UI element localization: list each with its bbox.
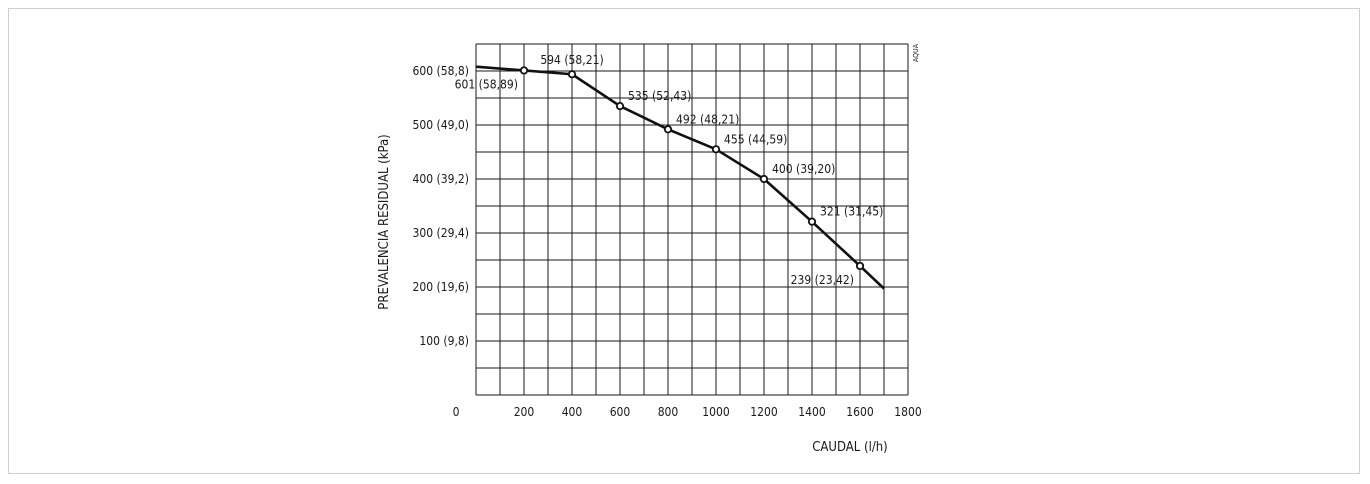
label-layer: 601 (58,89) 594 (58,21) 535 (52,43) 492 (48… [455, 53, 884, 287]
data-label: 239 (23,42) [791, 273, 854, 287]
x-tick-label: 400 [562, 405, 583, 419]
axis-layer: 0 200 400 600 800 1000 1200 1400 1600 1800 100 (9,… [413, 64, 922, 419]
x-tick-label: 600 [610, 405, 631, 419]
figure-frame [8, 8, 1360, 474]
chart-grid [475, 43, 909, 396]
data-label: 455 (44,59) [724, 132, 787, 146]
y-axis-title: PREVALENCIA RESIDUAL (kPa) [377, 134, 392, 309]
data-label: 535 (52,43) [628, 89, 691, 103]
data-point-marker [567, 70, 577, 79]
y-tick-label: 100 (9,8) [419, 334, 469, 348]
x-tick-label: 1600 [846, 405, 874, 419]
corner-label: AQUA [912, 43, 920, 62]
y-tick-label: 600 (58,8) [413, 64, 469, 78]
data-label: 492 (48,21) [676, 112, 739, 126]
data-point-marker [807, 217, 817, 226]
curve-layer [475, 65, 885, 290]
x-tick-label: 1000 [702, 405, 730, 419]
x-tick-label: 1800 [894, 405, 922, 419]
data-point-marker [663, 125, 673, 134]
data-label: 321 (31,45) [820, 205, 883, 219]
data-point-marker [759, 174, 769, 184]
data-point-marker [711, 145, 721, 154]
x-tick-label: 1200 [750, 405, 778, 419]
data-label: 594 (58,21) [540, 53, 603, 67]
x-tick-label: 0 [453, 405, 460, 419]
x-tick-label: 200 [514, 405, 535, 419]
series-line [475, 65, 885, 290]
data-point-marker [519, 66, 529, 75]
y-tick-label: 200 (19,6) [413, 280, 469, 294]
y-tick-label: 500 (49,0) [413, 118, 469, 132]
x-tick-label: 1400 [798, 405, 826, 419]
x-tick-label: 800 [658, 405, 679, 419]
data-label: 400 (39,20) [772, 162, 835, 176]
data-label: 601 (58,89) [455, 77, 518, 91]
y-tick-label: 400 (39,2) [413, 172, 469, 186]
data-point-marker [855, 261, 865, 271]
x-axis-title: CAUDAL (l/h) [812, 440, 887, 455]
data-point-marker [615, 102, 625, 111]
marker-layer [519, 66, 865, 271]
y-tick-label: 300 (29,4) [413, 226, 469, 240]
